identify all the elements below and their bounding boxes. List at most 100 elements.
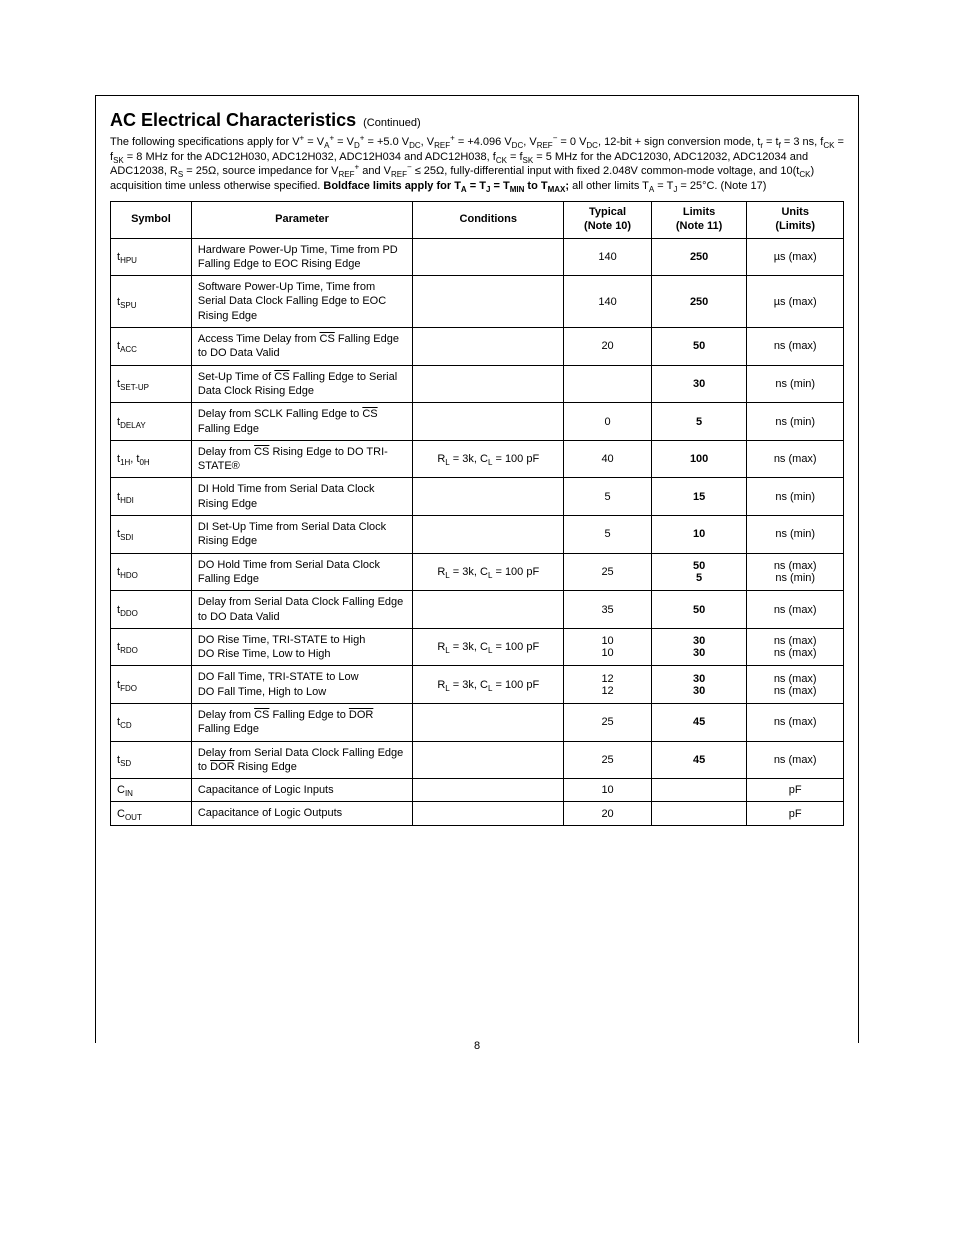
cell-sym: tDELAY bbox=[111, 403, 192, 441]
cell-sym: tFDO bbox=[111, 666, 192, 704]
cell-sym: tACC bbox=[111, 328, 192, 366]
cell-cond bbox=[413, 403, 564, 441]
cell-param: Software Power-Up Time, Time from Serial… bbox=[191, 276, 412, 328]
cell-sym: COUT bbox=[111, 802, 192, 825]
cell-sym: tSPU bbox=[111, 276, 192, 328]
cell-sym: tRDO bbox=[111, 628, 192, 666]
cell-param: Set-Up Time of CS Falling Edge to Serial… bbox=[191, 365, 412, 403]
cell-unit: ns (min) bbox=[747, 478, 844, 516]
section-title: AC Electrical Characteristics (Continued… bbox=[110, 110, 844, 131]
title-continued: (Continued) bbox=[363, 117, 420, 129]
table-row: tRDODO Rise Time, TRI-STATE to HighDO Ri… bbox=[111, 628, 844, 666]
table-row: tFDODO Fall Time, TRI-STATE to LowDO Fal… bbox=[111, 666, 844, 704]
cell-unit: pF bbox=[747, 779, 844, 802]
table-row: t1H, t0HDelay from CS Rising Edge to DO … bbox=[111, 440, 844, 478]
table-row: tSDDelay from Serial Data Clock Falling … bbox=[111, 741, 844, 779]
cell-cond: RL = 3k, CL = 100 pF bbox=[413, 628, 564, 666]
table-row: COUTCapacitance of Logic Outputs20pF bbox=[111, 802, 844, 825]
cell-unit: ns (min) bbox=[747, 365, 844, 403]
cell-lim: 3030 bbox=[651, 666, 747, 704]
cell-param: Access Time Delay from CS Falling Edge t… bbox=[191, 328, 412, 366]
table-row: tACCAccess Time Delay from CS Falling Ed… bbox=[111, 328, 844, 366]
cell-cond bbox=[413, 328, 564, 366]
cell-param: Delay from Serial Data Clock Falling Edg… bbox=[191, 741, 412, 779]
cell-unit: ns (max) bbox=[747, 741, 844, 779]
cell-cond bbox=[413, 365, 564, 403]
cell-sym: CIN bbox=[111, 779, 192, 802]
cell-typ: 10 bbox=[564, 779, 651, 802]
cell-unit: ns (max)ns (max) bbox=[747, 628, 844, 666]
col-lim: Limits(Note 11) bbox=[651, 202, 747, 239]
col-cond: Conditions bbox=[413, 202, 564, 239]
cell-lim: 45 bbox=[651, 741, 747, 779]
cell-typ: 1212 bbox=[564, 666, 651, 704]
cell-sym: tHDO bbox=[111, 553, 192, 591]
cell-lim: 100 bbox=[651, 440, 747, 478]
cell-lim bbox=[651, 779, 747, 802]
cell-param: Delay from CS Rising Edge to DO TRI-STAT… bbox=[191, 440, 412, 478]
cell-cond bbox=[413, 802, 564, 825]
cell-sym: tHPU bbox=[111, 238, 192, 276]
cell-cond bbox=[413, 741, 564, 779]
table-row: tHDIDI Hold Time from Serial Data Clock … bbox=[111, 478, 844, 516]
cell-unit: ns (max) bbox=[747, 591, 844, 629]
cell-typ: 20 bbox=[564, 328, 651, 366]
table-row: tDELAYDelay from SCLK Falling Edge to CS… bbox=[111, 403, 844, 441]
cell-typ bbox=[564, 365, 651, 403]
cell-typ: 40 bbox=[564, 440, 651, 478]
cell-param: Capacitance of Logic Inputs bbox=[191, 779, 412, 802]
cell-sym: tDDO bbox=[111, 591, 192, 629]
table-row: tHDODO Hold Time from Serial Data Clock … bbox=[111, 553, 844, 591]
cell-param: DI Set-Up Time from Serial Data Clock Ri… bbox=[191, 516, 412, 554]
table-row: tCDDelay from CS Falling Edge to DOR Fal… bbox=[111, 703, 844, 741]
cell-sym: tSD bbox=[111, 741, 192, 779]
table-head: SymbolParameterConditionsTypical(Note 10… bbox=[111, 202, 844, 239]
col-typ: Typical(Note 10) bbox=[564, 202, 651, 239]
cell-cond bbox=[413, 516, 564, 554]
cell-cond: RL = 3k, CL = 100 pF bbox=[413, 440, 564, 478]
cell-lim: 30 bbox=[651, 365, 747, 403]
cell-lim: 3030 bbox=[651, 628, 747, 666]
table-row: tSPUSoftware Power-Up Time, Time from Se… bbox=[111, 276, 844, 328]
cell-typ: 5 bbox=[564, 478, 651, 516]
cell-param: DO Rise Time, TRI-STATE to HighDO Rise T… bbox=[191, 628, 412, 666]
cell-typ: 25 bbox=[564, 553, 651, 591]
cell-cond bbox=[413, 276, 564, 328]
cell-param: Hardware Power-Up Time, Time from PD Fal… bbox=[191, 238, 412, 276]
cell-cond: RL = 3k, CL = 100 pF bbox=[413, 666, 564, 704]
page-sheet: AC Electrical Characteristics (Continued… bbox=[0, 0, 954, 1235]
table-row: tHPUHardware Power-Up Time, Time from PD… bbox=[111, 238, 844, 276]
table-row: tDDODelay from Serial Data Clock Falling… bbox=[111, 591, 844, 629]
cell-cond bbox=[413, 478, 564, 516]
cell-lim: 5 bbox=[651, 403, 747, 441]
cell-sym: tSDI bbox=[111, 516, 192, 554]
cell-cond: RL = 3k, CL = 100 pF bbox=[413, 553, 564, 591]
col-param: Parameter bbox=[191, 202, 412, 239]
cell-lim: 250 bbox=[651, 238, 747, 276]
cell-sym: tCD bbox=[111, 703, 192, 741]
title-text: AC Electrical Characteristics bbox=[110, 110, 356, 130]
col-sym: Symbol bbox=[111, 202, 192, 239]
cell-sym: tHDI bbox=[111, 478, 192, 516]
cell-cond bbox=[413, 703, 564, 741]
cell-cond bbox=[413, 591, 564, 629]
cell-param: DI Hold Time from Serial Data Clock Risi… bbox=[191, 478, 412, 516]
cell-typ: 1010 bbox=[564, 628, 651, 666]
cell-param: Delay from SCLK Falling Edge to CS Falli… bbox=[191, 403, 412, 441]
page-frame: AC Electrical Characteristics (Continued… bbox=[95, 95, 859, 1043]
cell-unit: ns (max)ns (min) bbox=[747, 553, 844, 591]
table-row: CINCapacitance of Logic Inputs 10 pF bbox=[111, 779, 844, 802]
cell-unit: ns (max) bbox=[747, 440, 844, 478]
cell-lim: 45 bbox=[651, 703, 747, 741]
cell-typ: 140 bbox=[564, 238, 651, 276]
cell-cond bbox=[413, 779, 564, 802]
cell-lim: 15 bbox=[651, 478, 747, 516]
cell-unit: µs (max) bbox=[747, 276, 844, 328]
table-body: tHPUHardware Power-Up Time, Time from PD… bbox=[111, 238, 844, 825]
cell-typ: 25 bbox=[564, 741, 651, 779]
cell-typ: 35 bbox=[564, 591, 651, 629]
cell-unit: ns (max) bbox=[747, 703, 844, 741]
cell-typ: 140 bbox=[564, 276, 651, 328]
cell-lim: 505 bbox=[651, 553, 747, 591]
cell-unit: µs (max) bbox=[747, 238, 844, 276]
